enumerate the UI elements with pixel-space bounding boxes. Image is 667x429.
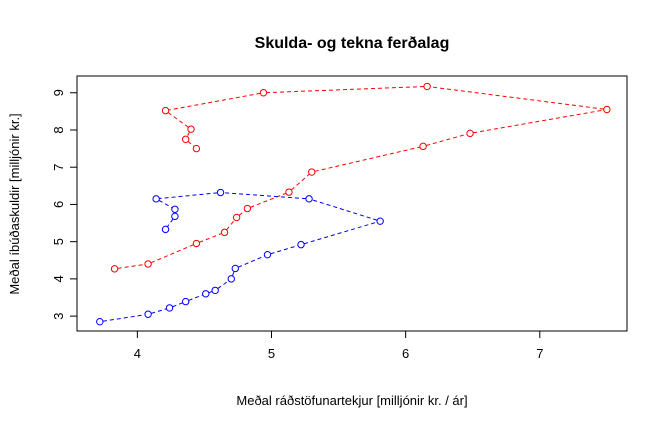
series-1-segment xyxy=(473,109,604,134)
series-1-segment xyxy=(314,146,421,172)
y-tick-label: 6 xyxy=(51,201,66,208)
y-tick-label: 9 xyxy=(51,89,66,96)
series-1-point xyxy=(603,105,611,114)
series-2-point xyxy=(376,217,384,225)
series-2-segment xyxy=(270,245,299,255)
series-2-point xyxy=(305,195,313,203)
y-tick-label: 4 xyxy=(51,275,66,282)
series-2-segment xyxy=(311,199,378,221)
series-1-point xyxy=(232,213,241,222)
series-2-point xyxy=(231,264,239,273)
series-1-segment xyxy=(430,86,604,110)
series-2-point xyxy=(96,317,104,326)
series-1-point xyxy=(419,142,427,151)
series-1-point xyxy=(192,239,201,248)
series-1-point xyxy=(220,228,229,237)
series-1-segment xyxy=(426,133,468,146)
x-tick-label: 7 xyxy=(536,346,543,361)
series-1-point xyxy=(181,135,190,143)
y-tick-label: 7 xyxy=(51,164,66,171)
series-2-segment xyxy=(159,192,218,200)
series-1-point xyxy=(187,125,195,133)
series-2-segment xyxy=(223,192,306,200)
series-1-segment xyxy=(167,112,189,128)
series-2-point xyxy=(202,290,210,298)
series-2-point xyxy=(171,205,179,213)
series-1 xyxy=(110,82,611,273)
series-1-segment xyxy=(199,233,222,243)
series-1-segment xyxy=(238,210,246,216)
series-1-point xyxy=(144,260,152,268)
series-2-segment xyxy=(208,291,213,294)
y-axis: 3 4 5 6 7 8 9 xyxy=(51,89,78,320)
series-2-point xyxy=(263,250,272,259)
series-2-segment xyxy=(158,199,173,209)
x-tick-label: 6 xyxy=(402,346,409,361)
series-2-point xyxy=(144,310,152,318)
series-2-segment xyxy=(188,294,203,301)
series-1-point xyxy=(285,188,293,196)
series-1-point xyxy=(243,204,252,213)
series-2-point xyxy=(171,212,179,221)
series-2-segment xyxy=(102,314,146,322)
series-2-point xyxy=(211,286,219,295)
series-1-segment xyxy=(250,192,287,208)
series-1-segment xyxy=(168,92,261,111)
series-2-point xyxy=(227,275,235,283)
series-2-point xyxy=(216,188,225,197)
series-2-point xyxy=(152,195,160,203)
series-1-segment xyxy=(186,131,190,137)
series-1-point xyxy=(110,265,119,273)
series-1-point xyxy=(466,129,474,138)
series-1-point xyxy=(192,144,201,153)
x-tick-label: 5 xyxy=(268,346,275,361)
series-2-segment xyxy=(172,302,183,308)
series-1-point xyxy=(308,168,316,176)
plot-area xyxy=(76,75,628,332)
series-1-point xyxy=(423,82,431,91)
y-tick-label: 8 xyxy=(51,126,66,133)
y-axis-label: Meðal íbúðaskuldir [milljónir kr.] xyxy=(7,113,22,294)
series-2-point xyxy=(165,304,174,312)
series-1-segment xyxy=(266,86,424,94)
series-2-point xyxy=(297,240,305,249)
chart-title: Skulda- og tekna ferðalag xyxy=(255,35,450,52)
y-tick-label: 3 xyxy=(51,312,66,319)
x-tick-label: 4 xyxy=(134,346,141,361)
y-tick-label: 5 xyxy=(51,238,66,245)
series-1-point xyxy=(161,106,170,115)
series-layer xyxy=(96,82,611,326)
series-1-segment xyxy=(117,263,146,269)
series-2-segment xyxy=(238,255,265,268)
series-1-point xyxy=(259,89,268,97)
series-1-segment xyxy=(226,219,236,231)
series-2-segment xyxy=(217,280,229,289)
x-axis-label: Meðal ráðstöfunartekjur [milljónir kr. /… xyxy=(236,393,467,408)
x-axis: 4 5 6 7 xyxy=(134,330,543,361)
series-2-point xyxy=(161,225,170,234)
series-2-segment xyxy=(303,221,378,245)
series-1-segment xyxy=(150,244,194,264)
series-2 xyxy=(96,188,384,326)
series-2-segment xyxy=(167,218,174,228)
series-1-segment xyxy=(187,141,195,147)
series-2-segment xyxy=(231,271,235,277)
series-2-segment xyxy=(151,308,167,314)
series-1-segment xyxy=(291,173,310,191)
series-2-point xyxy=(181,297,190,306)
